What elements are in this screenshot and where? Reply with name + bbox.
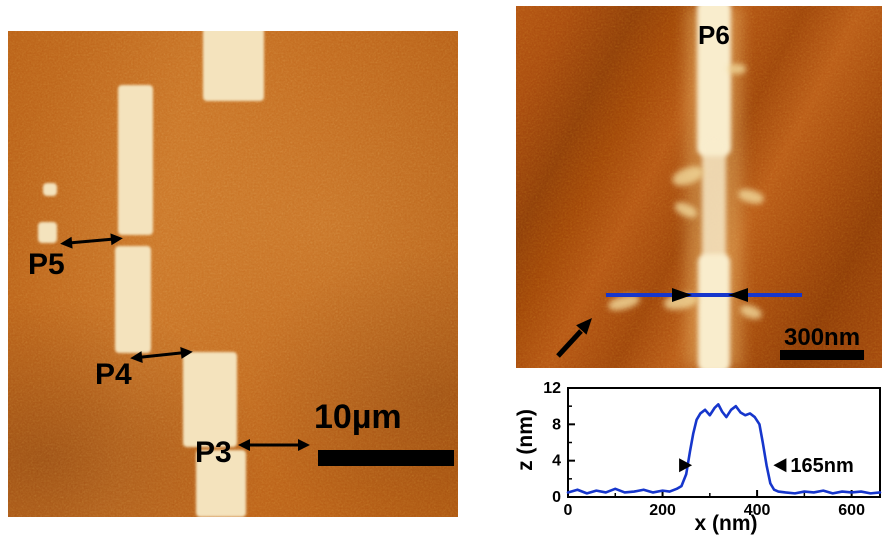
afm-image-nanowire: P6 300nm xyxy=(516,6,882,368)
dendrite-branch xyxy=(738,302,764,322)
height-profile-chart: 0 200 400 600 0 4 8 12 165nm x (nm) z (nm) xyxy=(514,376,888,536)
dendrite-branch xyxy=(728,64,746,74)
bright-pad xyxy=(196,450,246,517)
p5-width-arrow-icon xyxy=(60,233,123,249)
nanowire-top xyxy=(697,6,731,156)
svg-text:0: 0 xyxy=(564,502,573,519)
svg-text:600: 600 xyxy=(838,502,865,519)
afm-image-micropatterns: P5 P4 P3 10µm xyxy=(8,31,458,517)
pointer-arrow-icon xyxy=(556,318,592,358)
scale-bar-label: 300nm xyxy=(784,324,861,351)
bright-pad xyxy=(118,85,153,235)
svg-text:0: 0 xyxy=(552,489,561,506)
svg-text:165nm: 165nm xyxy=(790,455,853,477)
svg-text:400: 400 xyxy=(744,502,771,519)
label-p3: P3 xyxy=(195,436,232,469)
svg-text:8: 8 xyxy=(552,416,561,433)
svg-text:4: 4 xyxy=(552,453,561,470)
width-measure-line-icon xyxy=(606,288,802,302)
line-plot: 0 200 400 600 0 4 8 12 165nm x (nm) z (nm) xyxy=(514,380,882,535)
x-axis-label: x (nm) xyxy=(695,512,758,535)
bright-dot xyxy=(38,222,57,243)
svg-text:12: 12 xyxy=(543,380,561,397)
p4-width-arrow-icon xyxy=(130,346,193,364)
label-p6: P6 xyxy=(698,20,730,50)
y-axis-label: z (nm) xyxy=(516,409,537,471)
label-p4: P4 xyxy=(95,358,132,391)
p3-width-arrow-icon xyxy=(238,439,310,451)
scale-bar xyxy=(318,450,454,466)
bright-pad xyxy=(183,352,237,447)
scale-bar-label: 10µm xyxy=(314,398,402,436)
svg-text:200: 200 xyxy=(649,502,676,519)
nanowire-middle xyxy=(702,138,726,266)
label-p5: P5 xyxy=(28,248,65,281)
scale-bar xyxy=(780,350,864,360)
bright-dot xyxy=(43,183,57,196)
bright-pad xyxy=(115,246,151,353)
bright-pad xyxy=(203,31,264,101)
nanowire-bottom xyxy=(698,254,730,368)
